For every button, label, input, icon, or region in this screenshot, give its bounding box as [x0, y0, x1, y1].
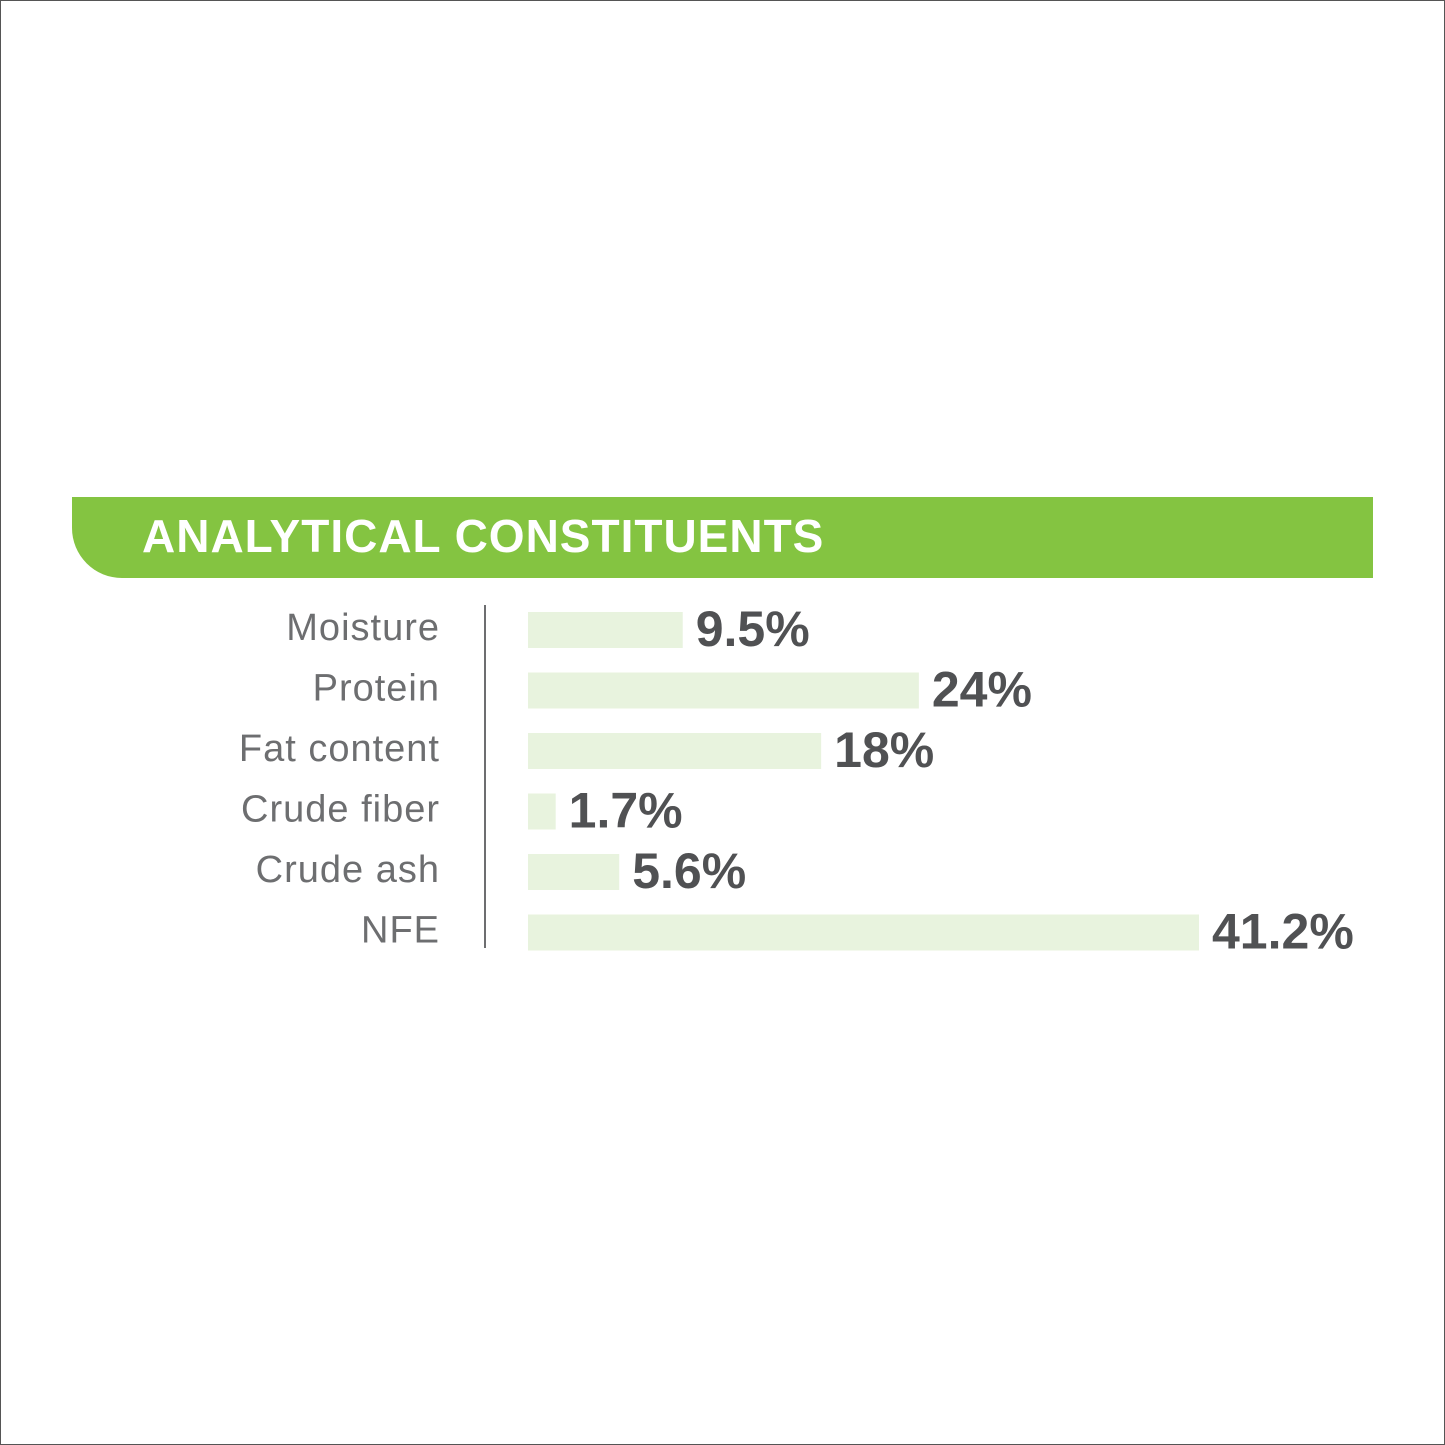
value-label: 18% — [834, 722, 934, 778]
category-label: Fat content — [239, 728, 440, 770]
category-label: NFE — [361, 910, 440, 952]
category-label: Protein — [313, 668, 440, 710]
bar — [528, 672, 919, 709]
bar — [528, 793, 556, 830]
bar — [528, 733, 822, 769]
category-label: Crude fiber — [241, 789, 440, 831]
bar — [528, 854, 620, 890]
category-label: Crude ash — [256, 849, 440, 891]
value-label: 5.6% — [632, 843, 746, 899]
value-label: 41.2% — [1212, 904, 1354, 960]
value-label: 1.7% — [569, 783, 683, 839]
title-banner — [72, 497, 1373, 578]
bar — [528, 914, 1199, 951]
bar — [528, 612, 683, 648]
category-label: Moisture — [286, 607, 440, 649]
value-label: 9.5% — [696, 601, 810, 657]
chart-title: ANALYTICAL CONSTITUENTS — [142, 510, 824, 562]
value-label: 24% — [932, 662, 1032, 718]
